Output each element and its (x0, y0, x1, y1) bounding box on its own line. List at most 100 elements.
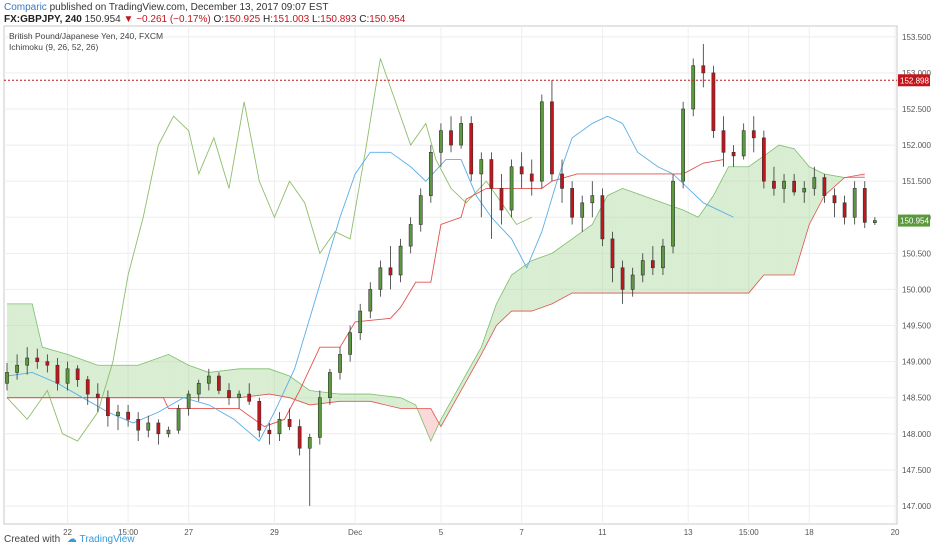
candle-up[interactable] (368, 289, 373, 312)
candle-up[interactable] (661, 245, 665, 269)
candle-down[interactable] (85, 379, 90, 395)
candle-up[interactable] (812, 177, 817, 189)
candle-down[interactable] (519, 166, 524, 175)
candle-down[interactable] (842, 202, 847, 218)
candle-up[interactable] (196, 382, 201, 395)
candle-down[interactable] (701, 65, 706, 74)
low-label: L: (311, 14, 321, 25)
candle-up[interactable] (782, 180, 786, 189)
candle-up[interactable] (459, 123, 463, 146)
candle-up[interactable] (358, 310, 363, 334)
candle-down[interactable] (832, 195, 837, 204)
candle-up[interactable] (398, 245, 403, 276)
candle-down[interactable] (247, 393, 252, 402)
indicator-label[interactable]: Ichimoku (9, 26, 52, 26) (9, 42, 98, 52)
candle-down[interactable] (792, 180, 796, 193)
candle-up[interactable] (590, 195, 595, 204)
cloud-bull-segment (589, 224, 593, 294)
candle-down[interactable] (560, 173, 564, 189)
candle-down[interactable] (650, 260, 655, 269)
candle-up[interactable] (328, 372, 332, 398)
candle-up[interactable] (277, 419, 282, 435)
candle-up[interactable] (428, 152, 433, 196)
candle-up[interactable] (418, 195, 423, 225)
candle-up[interactable] (206, 375, 211, 384)
candle-down[interactable] (287, 419, 292, 427)
candle-up[interactable] (640, 260, 645, 276)
candle-up[interactable] (237, 393, 241, 398)
cloud-bull-segment (254, 368, 257, 396)
candle-down[interactable] (95, 393, 100, 398)
candle-up[interactable] (408, 224, 413, 247)
candle-down[interactable] (731, 152, 736, 157)
candle-up[interactable] (317, 397, 322, 438)
candle-up[interactable] (15, 364, 19, 373)
author-link[interactable]: Comparic (4, 2, 47, 13)
cloud-bull-segment (153, 358, 156, 398)
candle-down[interactable] (45, 361, 50, 366)
candle-up[interactable] (509, 166, 514, 211)
candle-up[interactable] (146, 422, 151, 431)
candle-down[interactable] (751, 130, 756, 139)
candle-down[interactable] (489, 159, 494, 189)
candle-up[interactable] (741, 130, 746, 157)
candle-up[interactable] (338, 354, 342, 373)
candle-down[interactable] (449, 130, 453, 146)
candle-down[interactable] (297, 426, 302, 449)
candle-down[interactable] (862, 188, 867, 223)
candle-down[interactable] (499, 188, 504, 211)
cloud-bull-segment (183, 362, 187, 398)
candle-up[interactable] (348, 332, 352, 355)
candle-down[interactable] (761, 137, 766, 182)
candle-down[interactable] (620, 267, 625, 290)
candle-up[interactable] (176, 408, 181, 431)
candle-up[interactable] (671, 180, 675, 247)
candle-up[interactable] (378, 267, 383, 290)
candle-down[interactable] (721, 130, 726, 153)
candle-up[interactable] (630, 274, 635, 290)
candle-up[interactable] (681, 108, 685, 182)
candle-down[interactable] (106, 397, 110, 417)
candle-down[interactable] (126, 411, 130, 420)
candle-up[interactable] (116, 411, 120, 417)
candle-down[interactable] (469, 123, 474, 175)
candle-down[interactable] (529, 173, 534, 182)
candle-down[interactable] (156, 422, 161, 435)
candle-up[interactable] (802, 188, 807, 193)
candle-down[interactable] (822, 177, 827, 196)
candle-down[interactable] (550, 101, 554, 175)
candle-down[interactable] (227, 390, 231, 398)
candle-up[interactable] (166, 429, 171, 435)
candle-down[interactable] (388, 267, 393, 276)
candle-down[interactable] (55, 364, 60, 384)
candle-up[interactable] (539, 101, 544, 182)
candle-up[interactable] (186, 393, 191, 409)
candle-down[interactable] (136, 419, 141, 431)
candle-down[interactable] (610, 238, 615, 269)
candle-up[interactable] (691, 65, 696, 110)
candles[interactable] (5, 44, 877, 506)
candle-down[interactable] (600, 195, 605, 240)
candle-down[interactable] (257, 401, 262, 431)
candle-down[interactable] (711, 72, 716, 131)
candle-down[interactable] (267, 429, 272, 435)
price-axis[interactable]: 147.000 147.500 148.000 148.500 149.000 149.5… (898, 33, 931, 511)
cloud-bull-segment (357, 394, 361, 402)
candle-up[interactable] (872, 220, 877, 223)
candle-down[interactable] (217, 375, 221, 391)
candle-up[interactable] (65, 368, 70, 384)
candle-up[interactable] (852, 188, 857, 218)
candle-up[interactable] (5, 372, 9, 384)
candle-up[interactable] (479, 159, 484, 175)
candle-down[interactable] (35, 357, 40, 362)
candle-up[interactable] (25, 357, 30, 366)
candle-up[interactable] (307, 437, 312, 449)
candle-up[interactable] (439, 130, 443, 153)
time-axis[interactable]: 22 15:00 27 29 Dec 5 7 11 13 15:00 18 20 (63, 528, 900, 537)
candle-down[interactable] (570, 188, 574, 218)
tradingview-logo[interactable]: ☁ TradingView (66, 534, 135, 545)
candle-down[interactable] (75, 368, 80, 380)
candle-down[interactable] (772, 180, 776, 189)
candle-up[interactable] (580, 202, 585, 218)
